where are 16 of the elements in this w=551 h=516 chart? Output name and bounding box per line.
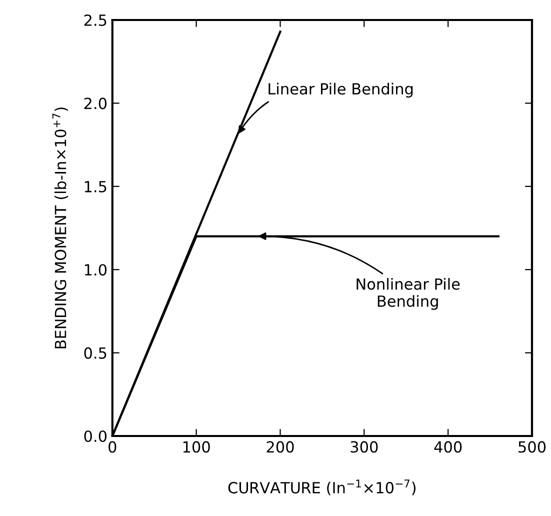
y-tick-label: 0.5 — [84, 347, 106, 359]
y-tick-label: 0.0 — [84, 430, 107, 442]
y-tick-label: 2.0 — [84, 98, 107, 110]
y-axis-title: BENDING MOMENT (lb-In×10$^{+7}$) — [52, 108, 68, 348]
y-tick-label: 1.5 — [84, 181, 106, 192]
annotation: Nonlinear Pile Bending — [356, 278, 460, 310]
x-tick-label: 300 — [350, 441, 378, 453]
x-tick-label: 100 — [183, 441, 210, 453]
x-tick-label: 400 — [434, 441, 462, 453]
y-tick-label: 1.0 — [84, 264, 107, 276]
x-axis-title: CURVATURE (In$^{−1}$×10$^{−7}$) — [228, 480, 416, 496]
y-tick-label: 2.5 — [84, 14, 106, 26]
x-tick-label: 500 — [518, 441, 546, 453]
x-tick-label: 200 — [266, 441, 294, 453]
x-tick-label: 0 — [108, 441, 116, 453]
annotation: Linear Pile Bending — [268, 82, 413, 98]
